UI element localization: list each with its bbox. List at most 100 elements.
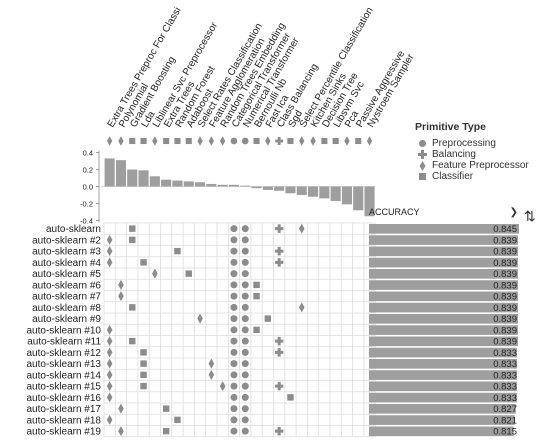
primitive-mark [219,381,226,392]
primitive-type-icon [344,136,350,146]
primitive-mark [230,427,238,435]
primitive-mark [106,246,113,257]
primitive-mark [197,313,203,324]
score-bar [369,269,518,279]
pipeline-label[interactable]: auto-sklearn #8 [32,303,101,314]
primitive-mark [185,270,192,277]
primitive-mark [241,382,249,390]
primitive-mark [140,382,147,390]
primitive-mark [208,358,215,369]
primitive-type-icon [163,137,170,145]
pipeline-label[interactable]: auto-sklearn #7 [32,292,101,303]
pipeline-label[interactable]: auto-sklearn #19 [27,427,102,438]
primitive-type-icon [219,136,226,146]
score-value: 0.839 [493,269,517,280]
primitive-mark [106,358,113,369]
score-value: 0.839 [493,235,517,246]
primitive-mark [230,360,238,368]
pipeline-label[interactable]: auto-sklearn #5 [32,269,101,280]
weight-tick-label: -0.4 [80,217,93,226]
score-bar [369,235,518,245]
score-bar [369,246,518,257]
primitive-mark [162,405,170,412]
primitive-type-icon [287,137,294,145]
weight-tick-label: 0.2 [83,166,93,175]
score-value: 0.839 [493,314,517,325]
primitive-mark [106,336,113,347]
weight-bar [341,186,352,205]
primitive-type-icon [355,137,362,145]
primitive-mark [230,281,238,289]
weight-tick-label: 0.0 [83,183,93,192]
weight-tick-label: 0.4 [83,149,93,158]
weight-bar [104,158,115,187]
pipeline-label[interactable]: auto-sklearn #14 [27,370,102,381]
primitive-type-icon [230,137,238,145]
sort-order-button[interactable]: ⇅ [524,207,542,225]
score-value: 0.827 [493,404,517,415]
score-bar [369,257,518,268]
weight-bar [285,186,296,194]
pipeline-label[interactable]: auto-sklearn #6 [32,280,101,291]
primitive-mark [230,236,238,244]
chevron-down-icon: ❯ [509,206,518,218]
primitive-mark [230,247,238,255]
score-bar [369,336,518,347]
primitive-mark [241,337,249,345]
pipeline-label[interactable]: auto-sklearn #4 [32,258,101,269]
primitive-type-icon [241,137,249,145]
primitive-mark [274,426,284,436]
score-value: 0.839 [493,258,517,269]
primitive-type-icon [310,136,316,146]
legend-item-feature-preprocessor: Feature Preprocessor [415,160,529,171]
primitive-mark [106,414,113,425]
primitive-mark [264,315,272,322]
pipeline-label[interactable]: auto-sklearn #15 [27,382,102,393]
pipeline-label[interactable]: auto-sklearn #17 [27,404,102,415]
pipeline-label[interactable]: auto-sklearn #10 [27,325,102,336]
score-value: 0.839 [493,247,517,258]
primitive-mark [241,315,249,323]
primitive-mark [106,234,113,245]
score-value: 0.845 [493,224,517,235]
primitive-mark [106,369,113,380]
pipeline-label[interactable]: auto-sklearn #3 [32,247,101,258]
weight-bar [127,169,138,187]
pipeline-label[interactable]: auto-sklearn #11 [27,337,101,348]
primitive-type-icon [332,137,339,145]
legend-label: Preprocessing [432,138,496,149]
weight-bar [183,181,194,187]
pipeline-label[interactable]: auto-sklearn #13 [27,359,102,370]
weight-bar [251,186,262,189]
legend-label: Balancing [432,149,476,160]
primitive-mark [118,426,124,437]
weight-bar [353,186,364,211]
primitive-mark [162,427,170,435]
primitive-mark [241,225,249,233]
primitive-mark [230,371,238,379]
pipeline-label[interactable]: auto-sklearn #12 [27,348,102,359]
score-bar [369,314,518,324]
score-bar [369,426,514,437]
pipeline-label[interactable]: auto-sklearn [46,224,101,235]
primitive-mark [253,326,260,334]
primitive-type-icon [129,137,136,145]
metric-select[interactable]: ACCURACY ❯ [369,203,519,221]
primitive-mark [230,337,238,345]
primitive-mark [230,270,238,278]
primitive-mark [241,427,249,435]
pipeline-label[interactable]: auto-sklearn #16 [27,393,102,404]
pipeline-label[interactable]: auto-sklearn #9 [32,314,101,325]
pipeline-label[interactable]: auto-sklearn #18 [27,415,102,426]
primitive-mark [230,315,238,323]
weight-bar [195,182,206,187]
pipeline-label[interactable]: auto-sklearn #2 [32,235,101,246]
weight-bar [115,160,126,187]
primitive-mark [241,270,249,278]
score-value: 0.833 [493,370,517,381]
primitive-mark [274,336,284,346]
primitive-mark [140,360,147,367]
primitive-mark [241,236,249,244]
score-value: 0.833 [493,382,517,393]
weight-bar [206,183,217,187]
